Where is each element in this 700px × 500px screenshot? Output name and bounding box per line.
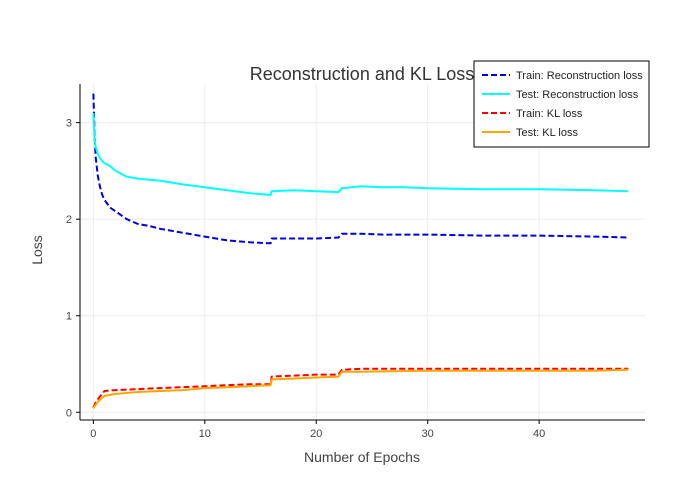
series-line-3 <box>92 368 629 409</box>
legend-label: Test: KL loss <box>516 127 578 139</box>
legend-label: Train: KL loss <box>516 108 583 120</box>
plot-frame <box>79 84 645 421</box>
series-line-1 <box>92 112 629 196</box>
x-axis-title: Number of Epochs <box>304 449 420 465</box>
series-line-0 <box>92 93 629 245</box>
x-tick-label: 10 <box>199 428 211 440</box>
series-line-2 <box>92 367 629 408</box>
x-ticks: 0 10 20 30 40 <box>90 420 545 440</box>
y-ticks: 0 1 2 3 <box>66 118 80 419</box>
legend-label: Train: Reconstruction loss <box>516 70 643 82</box>
y-tick-label: 3 <box>66 118 72 130</box>
y-tick-label: 1 <box>66 311 72 323</box>
legend: Train: Reconstruction loss Test: Reconstr… <box>473 60 650 148</box>
y-tick-label: 2 <box>66 214 72 226</box>
chart-title: Reconstruction and KL Loss <box>250 64 474 84</box>
y-axis-title: Loss <box>29 235 45 265</box>
y-tick-label: 0 <box>66 407 72 419</box>
x-tick-label: 20 <box>310 428 322 440</box>
x-tick-label: 0 <box>90 428 96 440</box>
legend-label: Test: Reconstruction loss <box>516 89 639 101</box>
x-tick-label: 40 <box>533 428 545 440</box>
series-group <box>92 93 629 409</box>
x-tick-label: 30 <box>422 428 434 440</box>
